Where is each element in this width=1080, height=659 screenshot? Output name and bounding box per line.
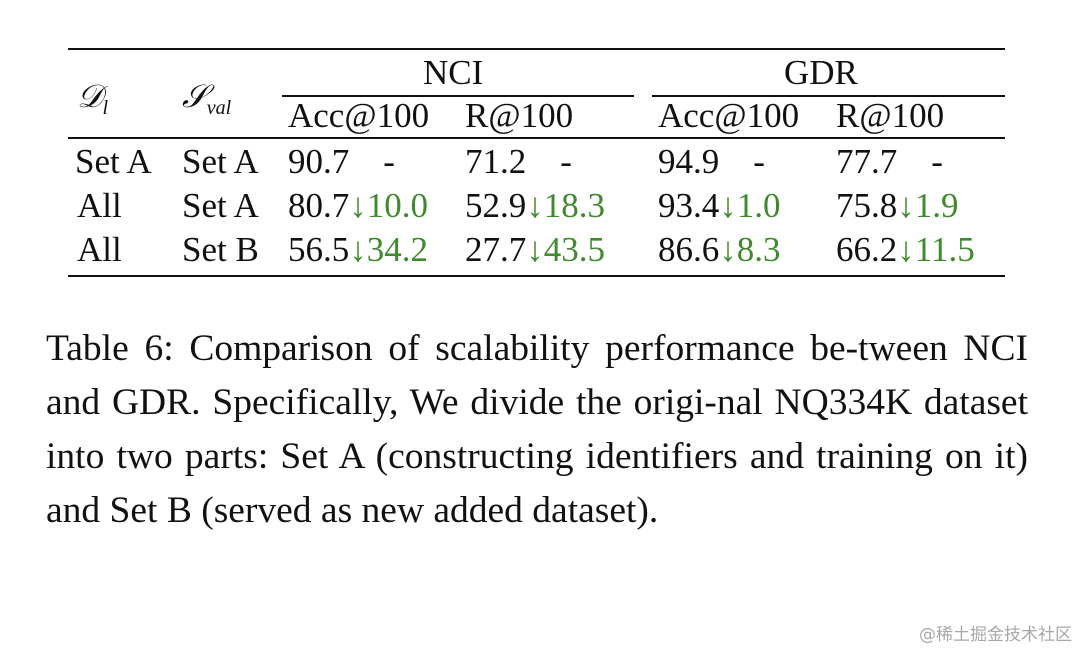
table-caption: Table 6: Comparison of scalability perfo… xyxy=(46,328,1028,531)
header-dl: 𝒟l xyxy=(77,78,109,119)
row-2-gdr-acc: 93.4↓1.0 xyxy=(658,186,781,225)
row-3-gdr-r: 66.2↓11.5 xyxy=(836,230,975,269)
row-3-gdr-acc: 86.6↓8.3 xyxy=(658,230,781,269)
row-3-nci-acc: 56.5↓34.2 xyxy=(288,230,428,269)
group-gdr: GDR xyxy=(784,53,858,92)
header-sval: 𝒮val xyxy=(182,78,232,119)
metric-nci-r: R@100 xyxy=(465,96,574,135)
gdr-group-rule xyxy=(652,95,1005,97)
group-nci: NCI xyxy=(423,53,484,92)
row-2-gdr-r: 75.8↓1.9 xyxy=(836,186,959,225)
top-rule xyxy=(68,48,1005,50)
row-2-nci-r: 52.9↓18.3 xyxy=(465,186,605,225)
row-3-sval: Set B xyxy=(182,230,259,269)
row-2-nci-acc: 80.7↓10.0 xyxy=(288,186,428,225)
metric-gdr-acc: Acc@100 xyxy=(658,96,800,135)
header-rule xyxy=(68,137,1005,139)
row-1-sval: Set A xyxy=(182,142,259,181)
metric-nci-acc: Acc@100 xyxy=(288,96,430,135)
row-2-sval: Set A xyxy=(182,186,259,225)
row-1-gdr-r: 77.7- xyxy=(836,142,943,181)
row-1-nci-acc: 90.7- xyxy=(288,142,395,181)
metric-gdr-r: R@100 xyxy=(836,96,945,135)
bottom-rule xyxy=(68,275,1005,277)
row-3-dl: All xyxy=(77,230,122,269)
row-1-dl: Set A xyxy=(75,142,152,181)
row-1-gdr-acc: 94.9- xyxy=(658,142,765,181)
row-1-nci-r: 71.2- xyxy=(465,142,572,181)
row-2-dl: All xyxy=(77,186,122,225)
watermark: @稀土掘金技术社区 xyxy=(919,625,1072,645)
row-3-nci-r: 27.7↓43.5 xyxy=(465,230,605,269)
nci-group-rule xyxy=(282,95,634,97)
results-table: 𝒟l 𝒮val NCI GDR Acc@100 R@100 Acc@100 R@… xyxy=(68,46,1005,278)
